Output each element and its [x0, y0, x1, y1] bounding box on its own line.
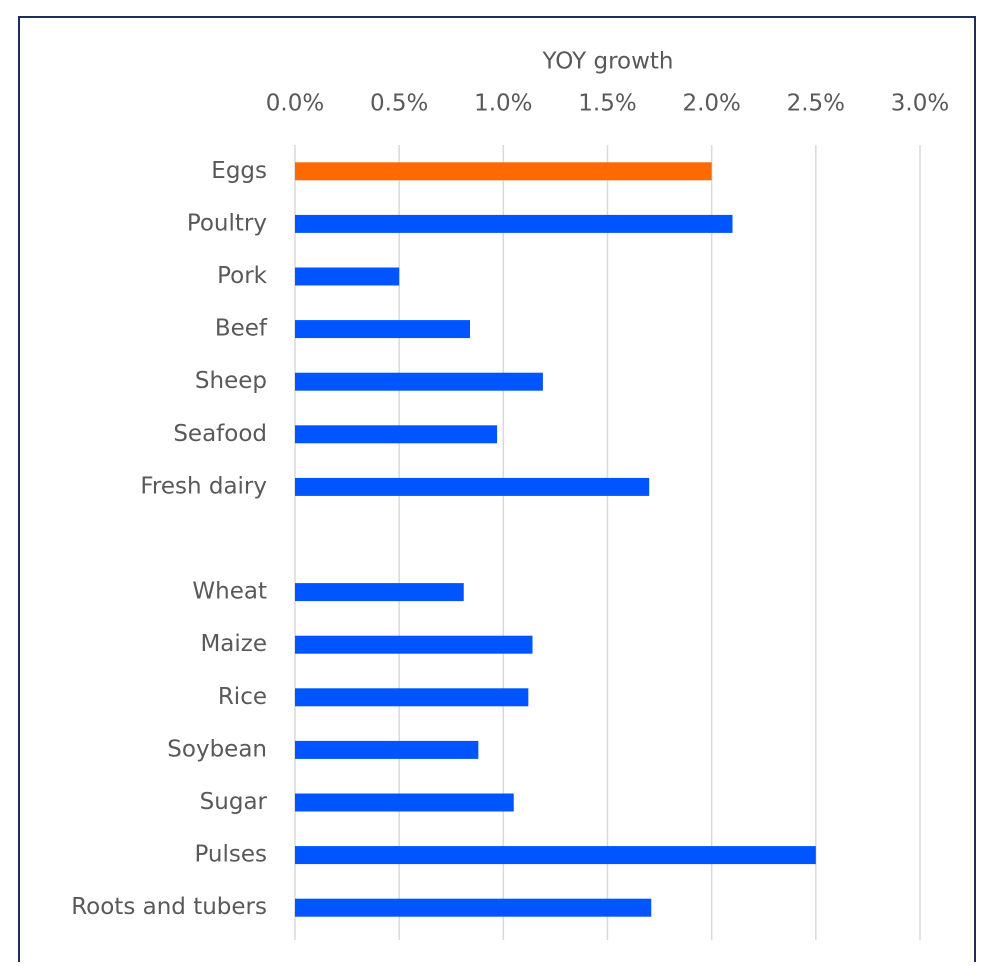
y-tick-label: Soybean	[167, 736, 267, 762]
bar	[295, 793, 514, 812]
x-tick-label: 0.0%	[266, 91, 324, 117]
y-tick-label: Fresh dairy	[140, 473, 267, 499]
x-tick-label: 0.5%	[370, 91, 428, 117]
x-tick-label: 3.0%	[891, 91, 949, 117]
y-tick-label: Maize	[200, 631, 267, 657]
y-tick-label: Eggs	[211, 158, 267, 184]
bar	[295, 688, 529, 707]
axis-title: YOY growth	[541, 49, 673, 75]
bar	[295, 425, 498, 444]
bar	[295, 267, 400, 286]
y-tick-label: Pork	[217, 263, 268, 289]
bar	[295, 898, 652, 917]
y-tick-label: Rice	[218, 684, 267, 710]
y-tick-label: Sugar	[200, 789, 268, 815]
y-tick-label: Wheat	[192, 579, 267, 605]
y-tick-label: Sheep	[195, 368, 267, 394]
bar	[295, 583, 464, 602]
bar	[295, 162, 712, 181]
x-tick-label: 1.5%	[578, 91, 636, 117]
y-tick-label: Pulses	[194, 842, 267, 868]
x-tick-label: 2.5%	[787, 91, 845, 117]
bar	[295, 320, 470, 339]
bar	[295, 635, 533, 654]
x-tick-label: 2.0%	[682, 91, 740, 117]
bar	[295, 214, 733, 233]
y-tick-label: Roots and tubers	[71, 894, 267, 920]
y-tick-label: Seafood	[173, 421, 267, 447]
bar	[295, 846, 816, 865]
bar	[295, 740, 479, 759]
y-tick-label: Beef	[215, 316, 268, 342]
x-tick-label: 1.0%	[474, 91, 532, 117]
y-tick-label: Poultry	[187, 210, 267, 236]
bar	[295, 372, 543, 391]
bar	[295, 477, 650, 496]
